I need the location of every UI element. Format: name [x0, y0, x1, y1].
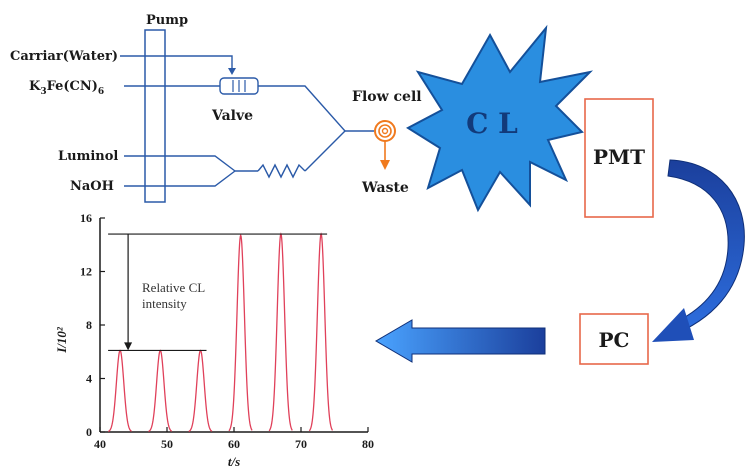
annotation-line-1: Relative CL: [142, 280, 205, 295]
valve-inlet-arrow: [228, 68, 236, 75]
valve-label: Valve: [211, 108, 253, 124]
pmt-label: PMT: [593, 145, 645, 169]
peak-trace: [108, 349, 132, 433]
peak-trace: [228, 233, 253, 432]
cl-starburst: C L: [405, 24, 594, 213]
x-tick-label: 70: [295, 437, 307, 451]
tubing-lines: [120, 55, 374, 187]
peak-trace: [268, 232, 293, 432]
pump-body: [144, 29, 166, 203]
y-tick-label: 12: [80, 265, 92, 279]
x-tick-label: 50: [161, 437, 173, 451]
peak-trace: [148, 349, 173, 433]
valve: [219, 77, 259, 95]
x-tick-group: 40 50 60 70 80: [94, 427, 374, 451]
flow-cell-label: Flow cell: [352, 89, 422, 105]
peak-trace: [188, 349, 213, 433]
y-axis-title: I/10²: [54, 326, 69, 354]
cl-intensity-chart: 40 50 60 70 80 0 4 8 12 16 Relative CL intensity…: [54, 211, 374, 467]
y-tick-label: 8: [86, 318, 92, 332]
x-axis-title: t/s: [228, 454, 240, 467]
cl-label: C L: [466, 107, 518, 140]
flow-manifold: Pump Carriar(Water) K3Fe(CN)6 Luminol Na…: [10, 13, 422, 203]
luminol-label: Luminol: [58, 149, 118, 164]
intensity-arrow-head: [124, 342, 133, 351]
waste-label: Waste: [361, 180, 409, 196]
carrier-label: Carriar(Water): [10, 49, 118, 64]
pc-label: PC: [599, 328, 630, 352]
peak-trace: [308, 232, 334, 432]
x-tick-label: 40: [94, 437, 106, 451]
ferricyanide-label: K3Fe(CN)6: [29, 79, 104, 97]
left-arrow: [375, 319, 546, 363]
pc-box: PC: [579, 313, 649, 365]
pmt-box: PMT: [584, 98, 654, 218]
annotation-line-2: intensity: [142, 296, 187, 311]
curved-arrow-shaft: [667, 159, 745, 337]
y-tick-group: 0 4 8 12 16: [80, 211, 105, 439]
peak-group: [108, 232, 334, 433]
reference-lines: [108, 233, 328, 352]
x-tick-label: 80: [362, 437, 374, 451]
pump-label: Pump: [146, 13, 188, 28]
y-tick-label: 0: [86, 425, 92, 439]
x-tick-label: 60: [228, 437, 240, 451]
y-tick-label: 4: [86, 372, 92, 386]
cl-burst-shape: [405, 24, 594, 213]
y-tick-label: 16: [80, 211, 92, 225]
naoh-label: NaOH: [70, 179, 114, 194]
curved-arrow-head: [652, 308, 694, 342]
flow-cell: [374, 120, 396, 170]
